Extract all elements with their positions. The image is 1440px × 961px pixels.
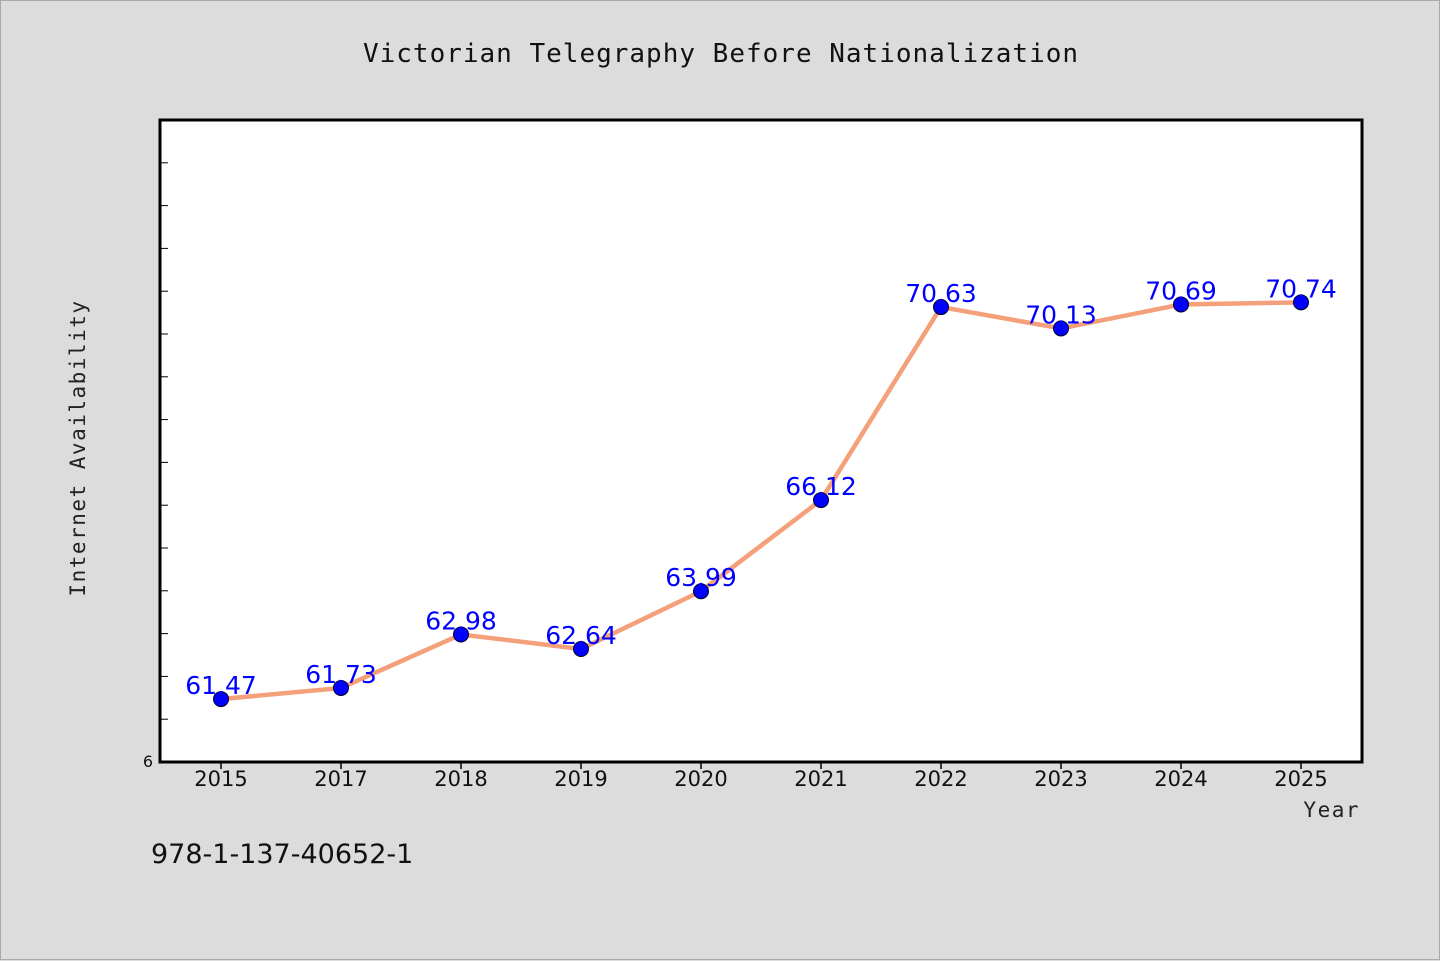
data-label: 63.99 bbox=[665, 563, 737, 592]
data-label: 70.63 bbox=[905, 279, 977, 308]
x-tick-label: 2021 bbox=[794, 767, 847, 791]
isbn-code: 978-1-137-40652-1 bbox=[151, 839, 413, 870]
y-axis-ticks bbox=[160, 162, 168, 720]
data-point bbox=[813, 492, 829, 509]
x-tick-label: 2023 bbox=[1034, 767, 1087, 791]
x-tick-label: 2020 bbox=[674, 767, 727, 791]
x-tick-label: 2022 bbox=[914, 767, 967, 791]
x-axis-label: Year bbox=[1303, 798, 1360, 822]
data-point bbox=[213, 691, 229, 708]
data-label: 61.73 bbox=[305, 660, 377, 689]
data-point bbox=[1293, 294, 1309, 311]
data-point bbox=[1053, 320, 1069, 337]
data-label: 61.47 bbox=[185, 671, 257, 700]
data-label: 62.64 bbox=[545, 621, 617, 650]
chart-title: Victorian Telegraphy Before Nationalizat… bbox=[363, 39, 1079, 69]
data-point bbox=[1173, 296, 1189, 313]
y-axis-label: Internet Availability bbox=[66, 299, 90, 596]
data-label: 70.13 bbox=[1025, 300, 1097, 329]
data-label: 62.98 bbox=[425, 606, 497, 635]
x-tick-label: 2017 bbox=[314, 767, 367, 791]
data-labels: 61.47 61.73 62.98 62.64 63.99 66.12 70.63 70.13… bbox=[185, 274, 1337, 700]
x-tick-label: 2019 bbox=[554, 767, 607, 791]
plot-area bbox=[158, 118, 1364, 764]
data-point bbox=[333, 679, 349, 696]
series-line bbox=[218, 300, 1304, 702]
data-point bbox=[573, 641, 589, 658]
x-tick-label: 2015 bbox=[194, 767, 247, 791]
x-tick-label: 2024 bbox=[1154, 767, 1207, 791]
data-label: 70.69 bbox=[1145, 276, 1217, 305]
x-axis-ticks: 2015 2017 2018 2019 2020 2021 2022 2023 2024 2025 bbox=[194, 762, 1328, 791]
data-markers bbox=[213, 294, 1309, 708]
data-label: 70.74 bbox=[1265, 274, 1337, 303]
series-line-group bbox=[218, 300, 1304, 702]
x-tick-label: 2025 bbox=[1274, 767, 1327, 791]
data-point bbox=[453, 626, 469, 643]
x-tick-label: 2018 bbox=[434, 767, 487, 791]
data-point bbox=[933, 299, 949, 316]
data-point bbox=[693, 583, 709, 600]
data-label: 66.12 bbox=[785, 472, 857, 501]
y-tick-label: 6 bbox=[143, 752, 153, 771]
